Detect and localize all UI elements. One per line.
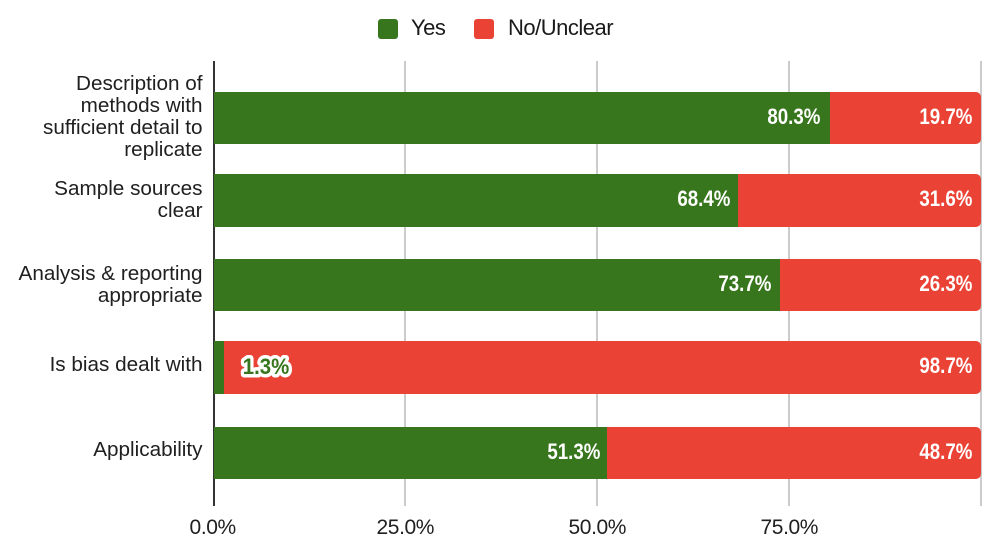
svg-text:1.3%: 1.3%: [243, 354, 289, 379]
